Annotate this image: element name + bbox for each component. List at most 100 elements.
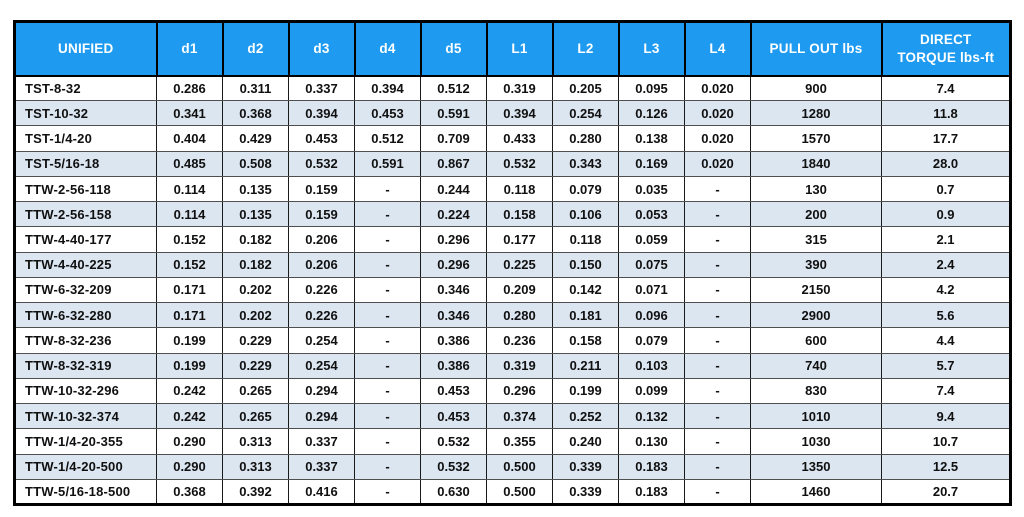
table-row: TTW-1/4-20-500 0.290 0.313 0.337-0.532 0.500…	[14, 453, 1011, 480]
cell: 0.368	[156, 478, 223, 506]
cell: 0.294	[288, 403, 355, 430]
cell: 900	[750, 74, 882, 102]
cell: 0.135	[222, 201, 289, 228]
cell: 0.020	[684, 150, 751, 177]
cell: 9.4	[881, 403, 1011, 430]
row-label: TTW-8-32-236	[14, 327, 157, 354]
cell: 0.159	[288, 201, 355, 228]
cell: -	[684, 403, 751, 430]
table-row: TTW-8-32-319 0.199 0.229 0.254-0.386 0.319 0.…	[14, 352, 1011, 379]
cell: -	[354, 251, 421, 278]
cell: 0.280	[486, 302, 553, 329]
column-header-2: d2	[221, 20, 290, 77]
cell: 28.0	[881, 150, 1011, 177]
cell: 0.532	[420, 453, 487, 480]
row-label: TST-10-32	[14, 100, 157, 127]
cell: 0.453	[420, 403, 487, 430]
cell: 0.059	[618, 226, 685, 253]
cell: -	[684, 453, 751, 480]
cell: 0.265	[222, 403, 289, 430]
cell: 0.453	[420, 377, 487, 405]
cell: 0.236	[486, 327, 553, 354]
cell: 0.346	[420, 276, 487, 304]
table-row: TST-10-32 0.341 0.368 0.394 0.453 0.591 0.394 0…	[14, 100, 1011, 127]
row-label: TST-5/16-18	[14, 150, 157, 177]
cell: 0.265	[222, 377, 289, 405]
cell: 0.199	[156, 352, 223, 379]
cell: 0.226	[288, 302, 355, 329]
cell: 20.7	[881, 478, 1011, 506]
table-row: TST-5/16-18 0.485 0.508 0.532 0.591 0.867 0.53…	[14, 150, 1011, 177]
cell: 0.313	[222, 428, 289, 455]
cell: 0.053	[618, 201, 685, 228]
cell: 0.346	[420, 302, 487, 329]
column-header-5: d5	[419, 20, 488, 77]
column-header-11: DIRECT TORQUE lbs-ft	[880, 20, 1012, 77]
cell: 0.591	[354, 150, 421, 177]
cell: -	[354, 201, 421, 228]
cell: 0.337	[288, 453, 355, 480]
cell: 0.296	[486, 377, 553, 405]
row-label: TST-1/4-20	[14, 125, 157, 152]
cell: 0.152	[156, 251, 223, 278]
cell: 2.1	[881, 226, 1011, 253]
cell: 0.394	[486, 100, 553, 127]
cell: 0.355	[486, 428, 553, 455]
cell: 0.294	[288, 377, 355, 405]
cell: -	[684, 276, 751, 304]
cell: 0.7	[881, 175, 1011, 203]
cell: 0.9	[881, 201, 1011, 228]
table-row: TTW-2-56-158 0.114 0.135 0.159-0.224 0.158 0.…	[14, 201, 1011, 228]
cell: 0.096	[618, 302, 685, 329]
cell: 0.485	[156, 150, 223, 177]
table-body: TST-8-32 0.286 0.311 0.337 0.394 0.512 0.319 0.…	[14, 74, 1011, 506]
cell: 0.313	[222, 453, 289, 480]
table-row: TTW-10-32-374 0.242 0.265 0.294-0.453 0.374 0…	[14, 403, 1011, 430]
cell: -	[684, 352, 751, 379]
cell: 0.286	[156, 74, 223, 102]
cell: 0.226	[288, 276, 355, 304]
row-label: TTW-6-32-280	[14, 302, 157, 329]
table-row: TTW-2-56-118 0.114 0.135 0.159-0.244 0.118 0.…	[14, 175, 1011, 203]
cell: 0.020	[684, 100, 751, 127]
cell: 0.182	[222, 251, 289, 278]
cell: 1280	[750, 100, 882, 127]
cell: 0.118	[552, 226, 619, 253]
cell: 0.202	[222, 276, 289, 304]
cell: 0.319	[486, 74, 553, 102]
cell: 0.138	[618, 125, 685, 152]
cell: 0.341	[156, 100, 223, 127]
cell: 0.106	[552, 201, 619, 228]
cell: 130	[750, 175, 882, 203]
cell: 0.071	[618, 276, 685, 304]
cell: 0.319	[486, 352, 553, 379]
cell: 0.709	[420, 125, 487, 152]
cell: 0.416	[288, 478, 355, 506]
cell: 0.252	[552, 403, 619, 430]
cell: 0.339	[552, 478, 619, 506]
cell: -	[354, 302, 421, 329]
cell: 0.199	[156, 327, 223, 354]
cell: 0.867	[420, 150, 487, 177]
cell: 0.337	[288, 428, 355, 455]
cell: 0.079	[552, 175, 619, 203]
cell: 7.4	[881, 377, 1011, 405]
cell: 0.508	[222, 150, 289, 177]
cell: 0.224	[420, 201, 487, 228]
column-header-4: d4	[353, 20, 422, 77]
cell: -	[354, 428, 421, 455]
cell: 0.132	[618, 403, 685, 430]
cell: 0.242	[156, 403, 223, 430]
row-label: TTW-4-40-177	[14, 226, 157, 253]
spec-table: UNIFIED d1 d2 d3 d4 d5 L1 L2 L3 L4 PULL OUT lbs DIR…	[13, 20, 1012, 506]
column-header-9: L4	[683, 20, 752, 77]
cell: 0.095	[618, 74, 685, 102]
cell: 0.209	[486, 276, 553, 304]
cell: 0.374	[486, 403, 553, 430]
cell: 0.020	[684, 125, 751, 152]
cell: 0.429	[222, 125, 289, 152]
cell: 1460	[750, 478, 882, 506]
cell: 0.394	[288, 100, 355, 127]
cell: 390	[750, 251, 882, 278]
cell: 0.433	[486, 125, 553, 152]
